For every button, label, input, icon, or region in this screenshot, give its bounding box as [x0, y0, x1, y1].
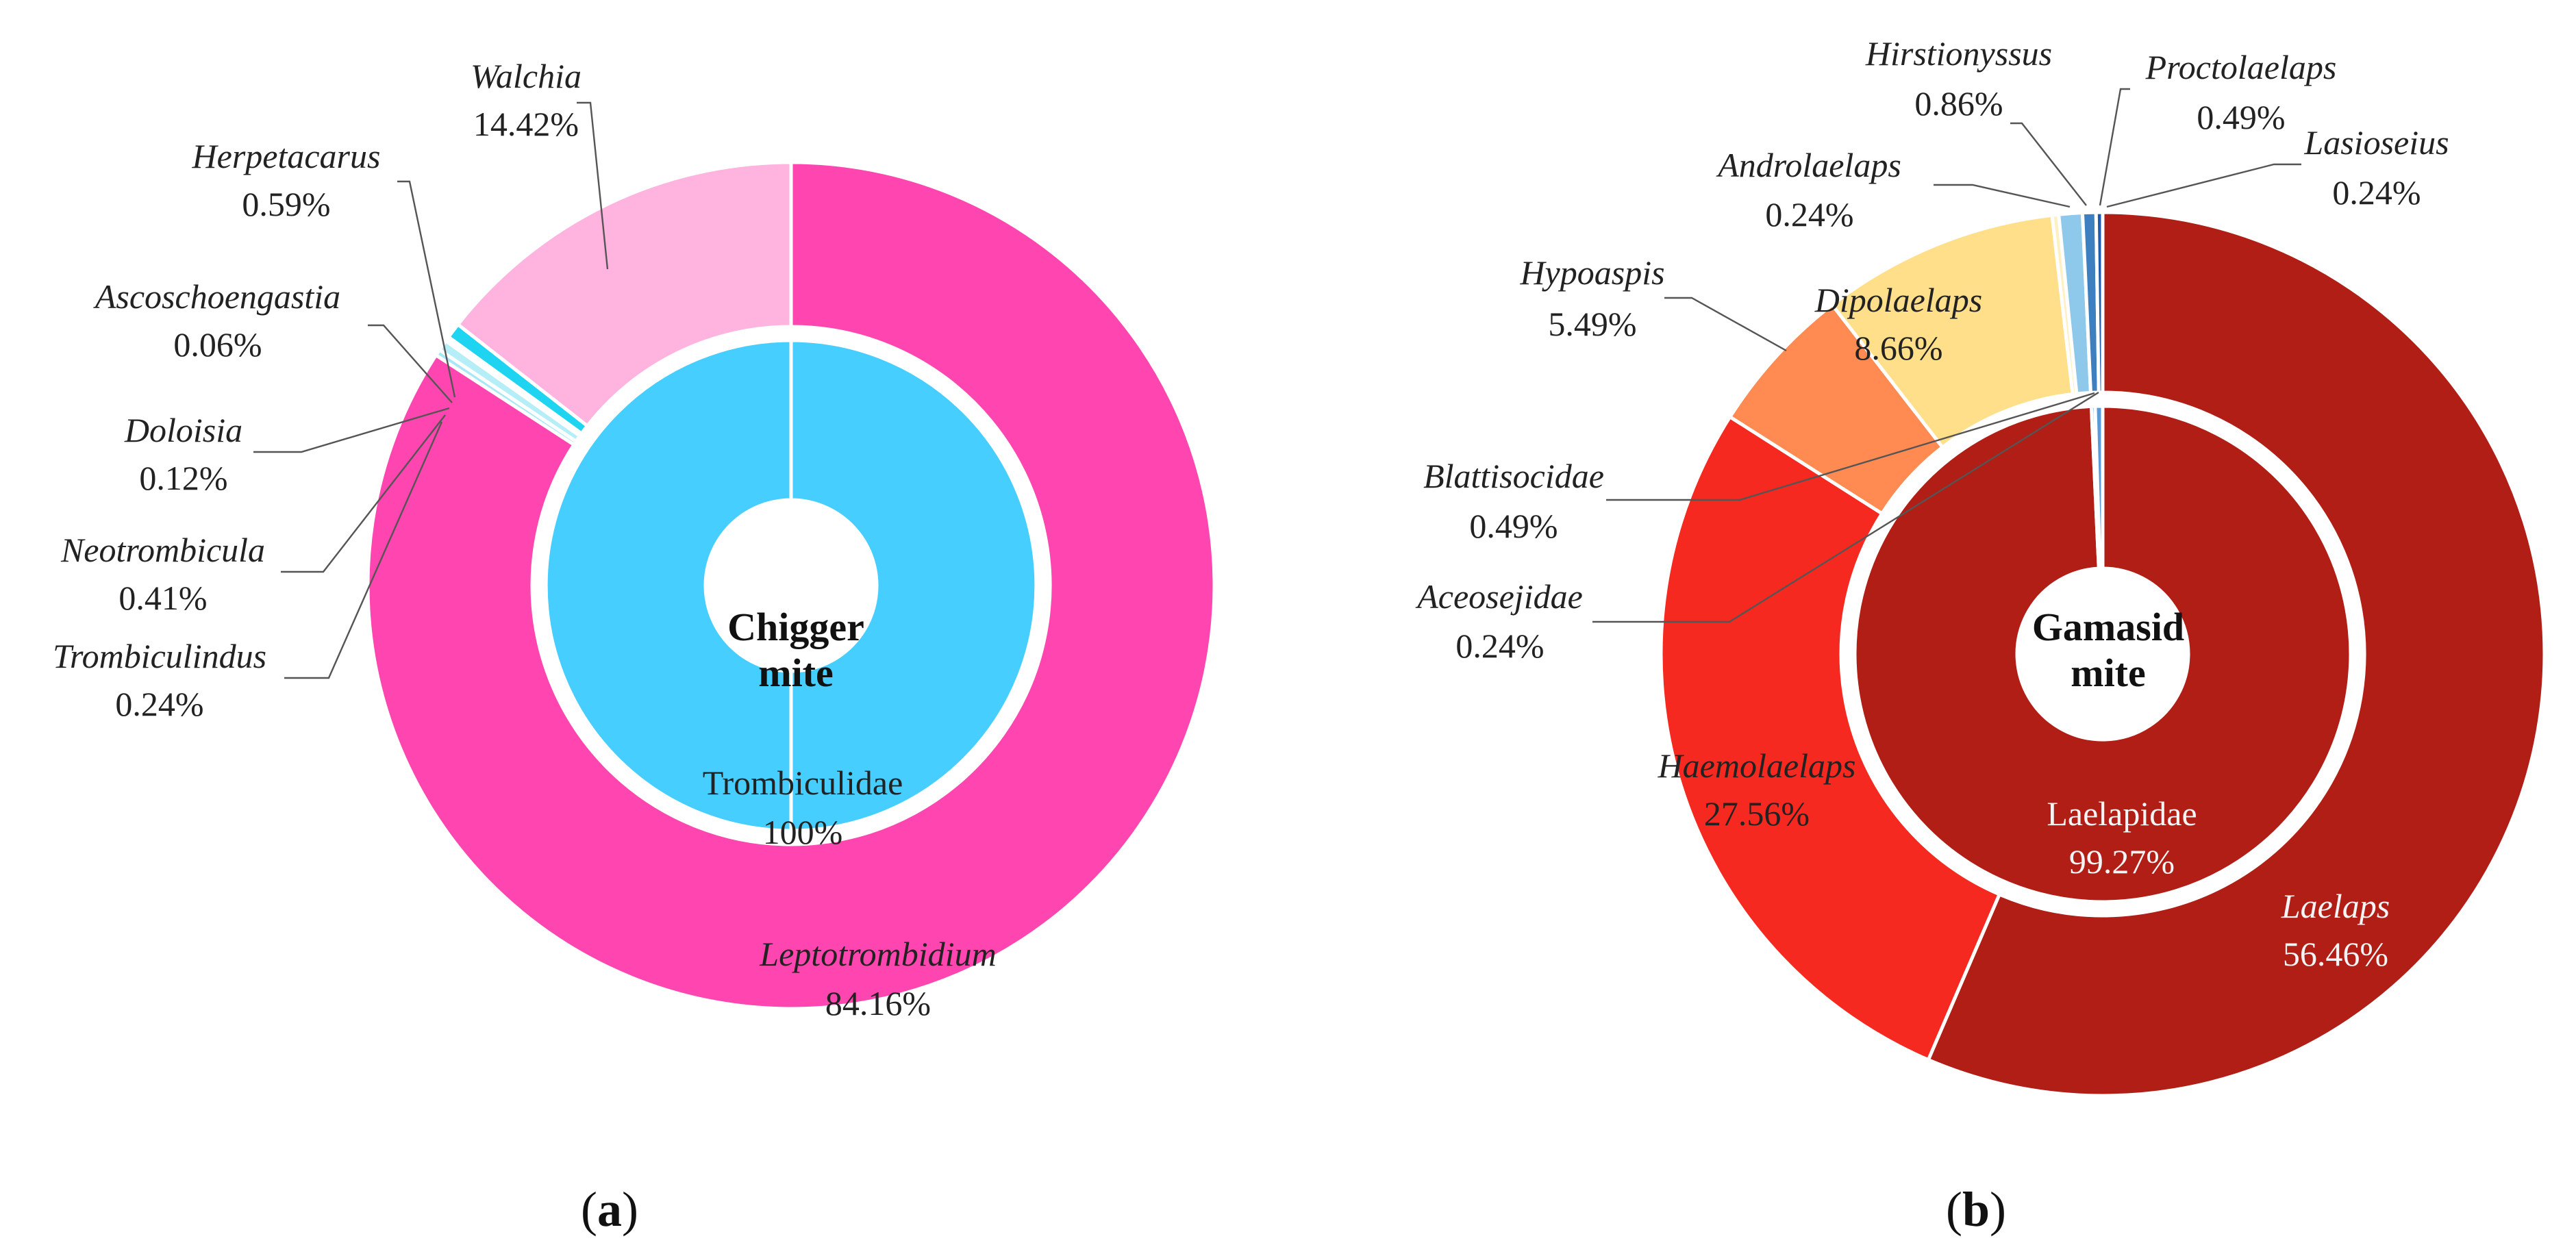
panel-a-slice-value-herpetacarus: 0.59%: [242, 185, 330, 223]
panel-a-leader-herpetacarus: [397, 180, 456, 398]
panel-b-leader-aceosejidae: [1592, 391, 2099, 623]
panel-b-slice-label-dipolaelaps: Dipolaelaps: [1814, 281, 1982, 319]
panel-a-caption: (a): [581, 1182, 638, 1237]
panel-a-slice-label-herpetacarus: Herpetacarus: [192, 137, 381, 175]
panel-a-caption-letter: a: [597, 1182, 622, 1237]
panel-b-center-label-line2: mite: [2071, 651, 2146, 695]
panel-b-center-label-line1: Gamasid: [2032, 605, 2184, 649]
panel-b-slice-value-proctolaelaps: 0.49%: [2197, 98, 2285, 136]
panel-b-leader-lasioseius: [2106, 163, 2301, 208]
panel-a-center-label-line1: Chigger: [727, 605, 864, 649]
panel-b-outer-slice-haemolaelaps: [1659, 415, 2001, 1062]
panel-b-slice-value-dipolaelaps: 8.66%: [1854, 329, 1942, 367]
panel-b-slice-value-androlaelaps: 0.24%: [1765, 195, 1853, 234]
panel-b-caption: (b): [1946, 1182, 2006, 1237]
panel-a-outer-slice-leptotrombidium: [366, 160, 1216, 1011]
panel-a-center-hole: [705, 500, 877, 671]
panel-b-slice-value-hypoaspis: 5.49%: [1548, 305, 1636, 343]
panel-b-slice-value-hirstionyssus: 0.86%: [1914, 84, 2003, 123]
panel-a-donut-rings: [366, 160, 1216, 1011]
panel-a-slice-value-walchia: 14.42%: [473, 105, 579, 143]
panel-a-outer-slice-walchia: [456, 160, 793, 428]
panel-a-slice-label-leptotrombidium: Leptotrombidium: [759, 935, 996, 973]
panel-b-outer-slice-lasioseius: [2094, 210, 2105, 394]
panel-a-inner-value-trombiculidae: 100%: [763, 813, 843, 851]
panel-b-inner-label-laelapidae: Laelapidae: [2047, 794, 2197, 833]
panel-b-slice-label-haemolaelaps: Haemolaelaps: [1658, 746, 1856, 785]
panel-b-leader-hypoaspis: [1664, 297, 1787, 352]
panel-a-slice-label-doloisia: Doloisia: [124, 411, 242, 449]
panel-a-slice-label-trombiculindus: Trombiculindus: [53, 637, 266, 675]
panel-b-slice-label-hypoaspis: Hypoaspis: [1519, 253, 1664, 292]
panel-a-slice-value-ascoschoengastia: 0.06%: [173, 325, 262, 364]
panel-a-slice-label-neotrombicula: Neotrombicula: [60, 531, 265, 569]
panel-a-slice-label-walchia: Walchia: [471, 57, 582, 95]
panel-a-slice-value-doloisia: 0.12%: [139, 459, 227, 497]
panel-a-chigger-mite: Chigger mite Trombiculidae 100% Leptotro…: [53, 57, 1216, 1237]
panel-b-inner-value-aceosejidae: 0.24%: [1455, 627, 1544, 665]
panel-a-leader-ascoschoengastia: [368, 324, 453, 403]
panel-a-leader-doloisia: [253, 407, 450, 453]
panel-b-slice-label-lasioseius: Lasioseius: [2303, 123, 2449, 162]
panel-b-donut-rings: [1659, 210, 2547, 1098]
panel-b-inner-value-blattisocidae: 0.49%: [1469, 507, 1558, 545]
panel-a-slice-value-leptotrombidium: 84.16%: [825, 984, 931, 1022]
panel-b-center-hole: [2017, 568, 2188, 740]
panel-a-center-label-line2: mite: [758, 651, 834, 695]
panel-a-leader-trombiculindus: [284, 421, 443, 679]
panel-b-slice-value-laelaps: 56.46%: [2283, 935, 2388, 973]
panel-b-slice-label-androlaelaps: Androlaelaps: [1716, 146, 1901, 184]
panel-b-leader-blattisocidae: [1606, 392, 2095, 501]
panel-b-leader-androlaelaps: [1934, 184, 2071, 208]
panel-b-slice-label-proctolaelaps: Proctolaelaps: [2145, 48, 2337, 86]
panel-b-slice-label-laelaps: Laelaps: [2281, 887, 2390, 925]
panel-a-inner-label-trombiculidae: Trombiculidae: [703, 764, 903, 802]
panel-b-leader-hirstionyssus: [2010, 122, 2087, 206]
panel-b-caption-letter: b: [1962, 1182, 1990, 1237]
panel-b-leader-proctolaelaps: [2099, 88, 2130, 206]
panel-b-inner-value-laelapidae: 99.27%: [2069, 842, 2175, 881]
panel-b-inner-label-blattisocidae: Blattisocidae: [1423, 457, 1604, 495]
panel-a-leader-neotrombicula: [281, 414, 446, 573]
panel-a-leader-walchia: [577, 101, 609, 270]
panel-b-slice-value-haemolaelaps: 27.56%: [1704, 794, 1810, 833]
panel-b-slice-value-lasioseius: 0.24%: [2332, 173, 2421, 212]
panel-b-outer-slice-laelaps: [1926, 210, 2547, 1098]
panel-b-slice-label-hirstionyssus: Hirstionyssus: [1865, 34, 2052, 73]
panel-b-inner-label-aceosejidae: Aceosejidae: [1415, 577, 1583, 616]
panel-a-slice-value-trombiculindus: 0.24%: [115, 685, 203, 723]
panel-a-slice-label-ascoschoengastia: Ascoschoengastia: [93, 277, 340, 316]
panel-a-slice-value-neotrombicula: 0.41%: [118, 579, 207, 617]
panel-b-gamasid-mite: Gamasid mite Laelapidae 99.27% Laelaps 5…: [1415, 34, 2547, 1237]
